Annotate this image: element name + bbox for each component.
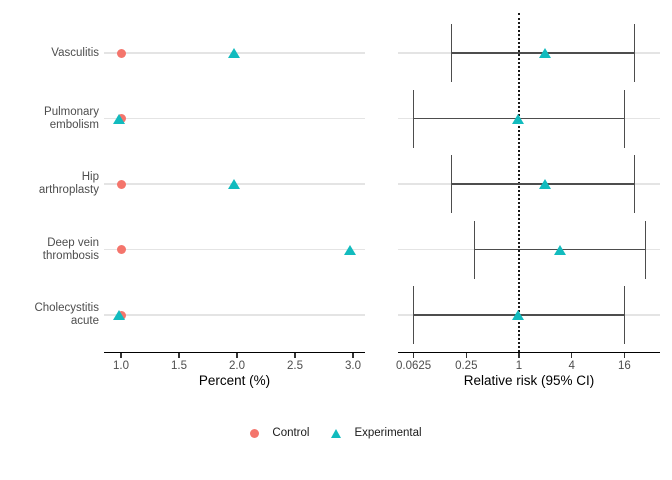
x-axis-title-relative-risk: Relative risk (95% CI) — [463, 373, 595, 388]
ci-upper-cap — [633, 24, 636, 82]
relative-risk-point — [511, 113, 524, 124]
x-axis-tick-label: 2.0 — [229, 360, 245, 372]
x-axis-tick-label: 1 — [515, 360, 523, 372]
x-axis-tick — [570, 353, 573, 358]
x-axis-tick — [294, 353, 296, 358]
x-axis-tick-label: 16 — [617, 360, 631, 372]
experimental-point — [227, 48, 240, 58]
y-axis-category-label: Deep vein thrombosis — [42, 236, 99, 262]
reference-line — [518, 13, 520, 352]
legend-item-control: Control — [250, 427, 309, 439]
y-axis-category-label: Vasculitis — [51, 46, 99, 59]
relative-risk-point — [511, 310, 524, 320]
ci-lower-cap — [450, 155, 453, 213]
ci-lower-cap — [412, 89, 415, 148]
x-axis-tick-label: 1.0 — [113, 360, 129, 372]
gridline — [104, 248, 365, 251]
x-axis-tick — [623, 353, 626, 358]
gridline — [104, 117, 365, 120]
relative-risk-point — [538, 179, 551, 189]
legend-item-experimental: Experimental — [331, 427, 422, 439]
relative-risk-point — [538, 48, 551, 58]
x-axis-tick — [465, 353, 468, 358]
x-axis-title-percent: Percent (%) — [198, 373, 271, 388]
x-axis-tick — [518, 353, 520, 358]
y-axis-category-label: Cholecystitis acute — [34, 302, 99, 327]
ci-upper-cap — [633, 155, 636, 213]
x-axis-line-left-panel — [104, 351, 365, 354]
legend-label-experimental: Experimental — [354, 427, 422, 439]
x-axis-tick-label: 0.0625 — [396, 360, 432, 372]
experimental-triangle-icon — [331, 428, 342, 438]
control-point — [116, 179, 126, 189]
experimental-point — [343, 244, 356, 255]
control-point — [116, 48, 126, 58]
x-axis-tick — [120, 353, 122, 358]
x-axis-tick — [352, 353, 354, 358]
ci-lower-cap — [473, 220, 476, 279]
x-axis-tick-label: 1.5 — [171, 360, 187, 372]
x-axis-tick — [412, 353, 415, 358]
control-point — [116, 245, 126, 254]
x-axis-tick-label: 0.25 — [455, 360, 478, 372]
gridline — [104, 314, 365, 316]
ci-upper-cap — [644, 220, 647, 279]
legend-label-control: Control — [272, 427, 310, 439]
x-axis-line-right-panel — [398, 351, 660, 354]
ci-upper-cap — [623, 89, 626, 148]
x-axis-tick-label: 4 — [568, 360, 575, 372]
ci-lower-cap — [450, 24, 453, 82]
x-axis-tick — [236, 353, 238, 358]
experimental-point — [112, 113, 125, 124]
y-axis-category-label: Pulmonary embolism — [44, 105, 99, 131]
x-axis-tick-label: 2.5 — [287, 360, 303, 372]
relative-risk-point — [554, 244, 567, 255]
ci-lower-cap — [412, 286, 415, 344]
control-circle-icon — [250, 428, 260, 438]
y-axis-category-label: Hip arthroplasty — [38, 171, 99, 196]
legend: Control Experimental — [0, 427, 672, 439]
ci-upper-cap — [623, 286, 626, 344]
experimental-point — [112, 310, 125, 320]
x-axis-tick-label: 3.0 — [345, 360, 361, 372]
x-axis-tick — [178, 353, 180, 358]
experimental-point — [227, 179, 240, 189]
